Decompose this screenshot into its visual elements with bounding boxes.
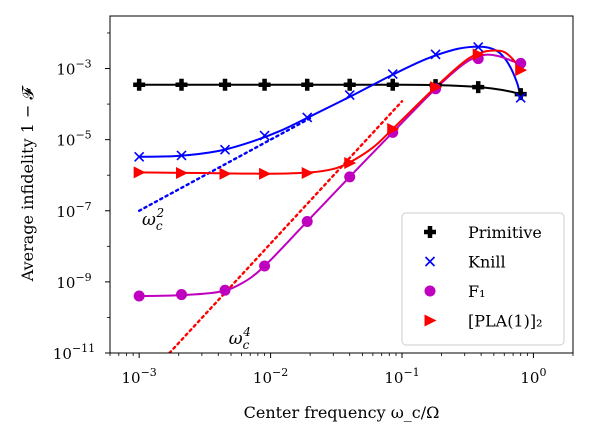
series-4-marker-8: [430, 81, 443, 94]
series-4-marker-4: [259, 167, 272, 180]
series-4-marker-10: [515, 64, 528, 77]
y-tick-label-2: 10−9: [56, 271, 91, 292]
plot-area: ωc2 ωc4: [133, 42, 528, 353]
annotation-2: ωc4: [229, 325, 251, 352]
legend: Primitive Knill F₁ [PLA(1)]₂: [401, 212, 565, 346]
legend-label-2: Knill: [468, 253, 506, 272]
x-axis-label: Center frequency ω_c/Ω: [244, 403, 440, 422]
legend-label-4: [PLA(1)]₂: [468, 312, 543, 331]
y-tick-label-3: 10−7: [56, 200, 91, 221]
y-tick-label-5: 10−3: [56, 58, 91, 79]
legend-marker-3: [424, 285, 436, 297]
series-1-marker-9: [472, 81, 485, 94]
x-tick-label-3: 10−1: [384, 366, 419, 387]
y-tick-label-4: 10−5: [56, 129, 91, 150]
legend-frame: [401, 212, 565, 346]
series-3-marker-4: [259, 260, 271, 272]
series-1-marker-1: [133, 78, 146, 91]
legend-label-1: Primitive: [468, 223, 542, 242]
axes-frame: [109, 15, 574, 354]
series-4-marker-7: [387, 122, 400, 135]
series-4-marker-2: [176, 167, 189, 180]
legend-marker-1: [424, 226, 436, 238]
series-1-marker-6: [343, 78, 356, 91]
series-1-marker-3: [219, 78, 232, 91]
legend-marker-4: [424, 314, 437, 327]
reference-line-2: [168, 100, 404, 353]
series-3-marker-1: [133, 290, 145, 302]
legend-label-3: F₁: [468, 282, 486, 301]
series-4-marker-1: [133, 166, 146, 179]
series-3-marker-3: [219, 284, 231, 296]
reference-line-1: [137, 117, 312, 212]
series-1-marker-5: [301, 78, 314, 91]
series-2-marker-6: [344, 89, 355, 101]
series-4-marker-6: [344, 157, 357, 170]
legend-marker-2: [424, 256, 436, 267]
axes: 10−3 10−2 10−1 100 10−11 10−9 10−7 10−5 10−3 Cent…: [18, 15, 574, 422]
series-line-1: [139, 83, 521, 96]
series-2-marker-10: [515, 92, 526, 103]
series-2-marker-2: [176, 150, 187, 161]
series-2-marker-8: [430, 49, 441, 60]
series-3-marker-2: [176, 289, 188, 301]
series-2-marker-4: [259, 130, 270, 141]
series-1-marker-4: [258, 78, 271, 91]
x-tick-label-1: 10−3: [122, 366, 157, 387]
series-3-marker-6: [344, 171, 356, 183]
x-tick-label-2: 10−2: [253, 366, 288, 387]
series-2-marker-7: [387, 68, 398, 80]
series-4-marker-9: [472, 48, 485, 61]
y-axis-label: Average infidelity 1 − 𝓕: [18, 85, 37, 283]
series-line-4: [139, 49, 522, 175]
series-4-marker-5: [301, 167, 314, 180]
annotation-1: ωc2: [142, 206, 164, 233]
y-tick-label-1: 10−11: [53, 342, 95, 363]
series-2-marker-5: [302, 112, 313, 123]
x-tick-label-4: 100: [520, 366, 546, 387]
series-group: [133, 42, 528, 353]
series-3-marker-5: [301, 215, 313, 227]
series-4-marker-3: [219, 167, 232, 180]
series-2-marker-3: [219, 144, 231, 155]
series-2-marker-1: [134, 151, 145, 162]
series-1-marker-7: [386, 78, 399, 91]
series-1-marker-2: [175, 78, 188, 91]
